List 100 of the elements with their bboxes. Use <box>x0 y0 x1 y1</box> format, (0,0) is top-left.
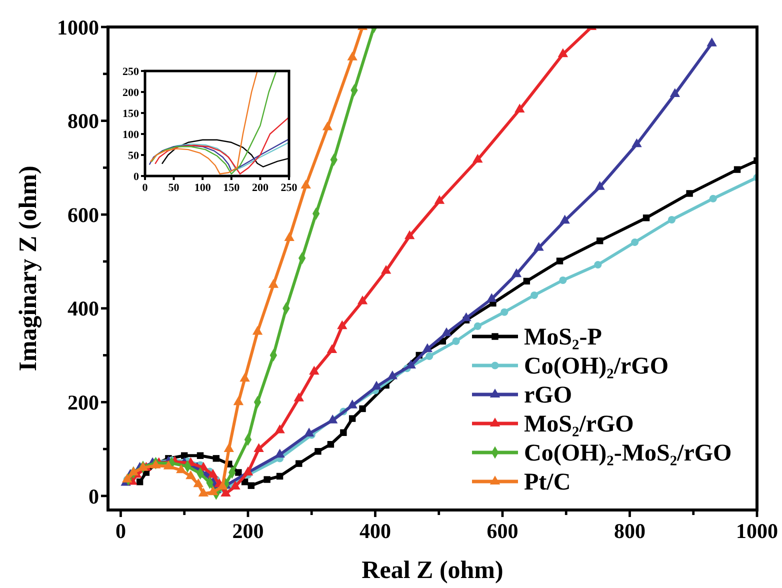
y-tick-label: 100 <box>122 128 140 141</box>
point <box>337 320 348 330</box>
y-tick-label: 600 <box>68 202 99 227</box>
point <box>268 279 279 288</box>
point <box>322 121 333 130</box>
y-tick-label: 150 <box>122 108 140 120</box>
point <box>534 242 544 251</box>
point <box>309 366 320 375</box>
x-tick-label: 600 <box>486 519 518 543</box>
point <box>668 216 676 224</box>
point <box>406 360 416 369</box>
point <box>326 344 338 354</box>
point <box>233 396 244 406</box>
point <box>304 428 314 437</box>
point <box>486 293 497 302</box>
x-tick-label: 50 <box>168 182 180 194</box>
x-tick-label: 250 <box>280 182 298 194</box>
point <box>224 443 234 452</box>
x-tick-label: 400 <box>359 519 391 543</box>
point <box>558 48 568 58</box>
point <box>176 464 186 474</box>
point <box>560 214 570 224</box>
point <box>523 278 530 285</box>
point <box>452 337 460 345</box>
point <box>371 380 382 390</box>
point <box>426 352 434 360</box>
point <box>514 104 525 112</box>
point <box>632 138 642 148</box>
point <box>252 326 263 335</box>
point <box>230 480 240 490</box>
x-tick-label: 800 <box>614 519 646 543</box>
point <box>404 230 415 240</box>
point <box>276 472 284 480</box>
legend-label: Pt/C <box>524 470 571 496</box>
y-tick-label: 200 <box>122 86 140 99</box>
y-tick-label: 0 <box>134 170 140 183</box>
point <box>328 414 338 424</box>
point <box>248 482 255 489</box>
legend-label: MoS₂-P <box>524 324 602 350</box>
point <box>196 452 204 459</box>
point <box>642 214 650 222</box>
y-tick-label: 50 <box>128 150 140 162</box>
point <box>706 38 717 46</box>
point <box>284 232 294 241</box>
point <box>559 276 567 284</box>
point <box>198 488 209 497</box>
point <box>186 470 196 480</box>
point <box>474 322 482 330</box>
x-tick-label: 100 <box>194 182 212 194</box>
point <box>212 455 220 462</box>
y-tick-label: 250 <box>122 66 140 78</box>
legend-label: rGO <box>524 382 572 408</box>
y-tick-label: 1000 <box>57 15 99 40</box>
point <box>264 476 270 483</box>
point <box>274 424 285 434</box>
point <box>240 372 250 382</box>
point <box>254 443 264 452</box>
line-series <box>154 116 289 174</box>
x-tick-label: 1000 <box>736 519 778 543</box>
y-tick-label: 200 <box>68 390 99 414</box>
y-tick-label: 400 <box>68 296 99 321</box>
x-axis-title: Real Z (ohm) <box>362 557 504 584</box>
y-tick-label: 800 <box>68 109 99 134</box>
point <box>193 478 204 488</box>
point <box>208 468 218 478</box>
point <box>500 308 508 316</box>
y-axis-title: Imaginary Z (ohm) <box>15 166 42 372</box>
x-tick-label: 200 <box>252 182 269 194</box>
point <box>670 88 680 97</box>
point <box>294 392 304 402</box>
point <box>387 370 398 380</box>
line-series <box>150 71 258 174</box>
point <box>208 486 218 496</box>
point <box>136 478 144 486</box>
point <box>441 327 452 336</box>
point <box>274 448 285 458</box>
y-tick-label: 0 <box>88 484 99 508</box>
point <box>348 415 356 422</box>
point <box>163 460 174 470</box>
point <box>511 268 522 278</box>
point <box>596 237 604 244</box>
x-tick-label: 150 <box>223 182 240 194</box>
point <box>709 194 717 202</box>
point <box>594 260 602 269</box>
point <box>556 258 564 264</box>
point <box>300 180 311 188</box>
point <box>340 429 347 436</box>
x-tick-label: 0 <box>142 182 148 194</box>
point <box>347 400 358 408</box>
point <box>327 440 334 448</box>
point <box>686 190 693 197</box>
point <box>422 343 433 352</box>
x-tick-label: 200 <box>232 519 264 543</box>
point <box>347 52 358 60</box>
point <box>296 460 302 467</box>
point <box>530 291 538 300</box>
point <box>314 448 322 455</box>
legend-label: Co(OH)₂-MoS₂/rGO <box>524 440 732 466</box>
point <box>594 181 605 190</box>
point <box>235 469 242 476</box>
